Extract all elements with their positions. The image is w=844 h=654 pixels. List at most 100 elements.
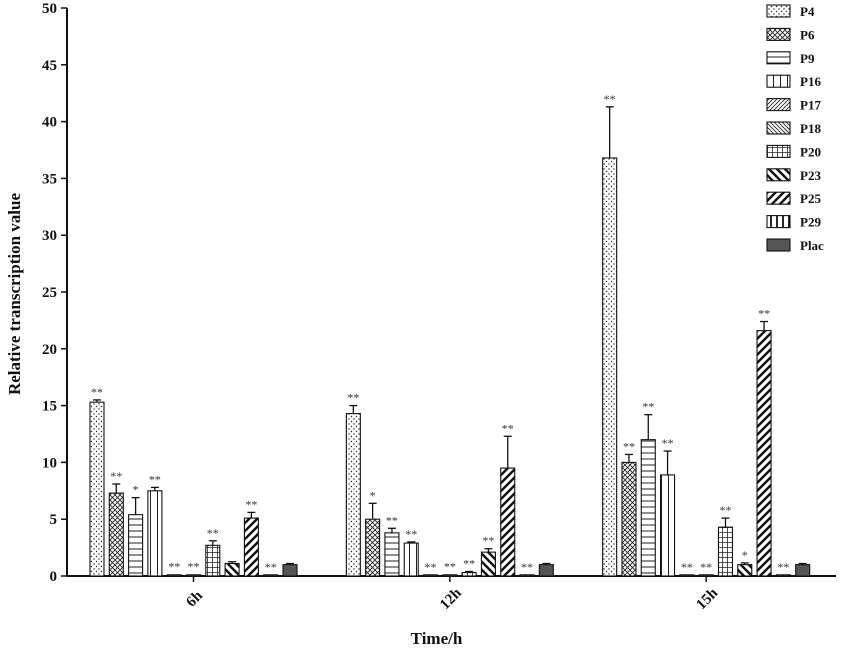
sig-label-P4-6h: **: [91, 385, 103, 399]
legend-item-P18: P18: [766, 121, 821, 136]
bar-P4-12h: [345, 413, 361, 577]
legend-item-P17: P17: [766, 98, 821, 113]
sig-label-P20-12h: **: [463, 556, 475, 570]
y-tick-label: 10: [42, 455, 57, 471]
legend-label-P16: P16: [800, 74, 821, 89]
sig-label-P18-12h: **: [444, 559, 456, 573]
bar-P23-15h: [737, 564, 753, 577]
y-tick-label: 20: [42, 342, 57, 358]
bar-P6-6h: [108, 492, 124, 577]
bar-P4-15h: [602, 157, 618, 577]
bar-P17-12h: [422, 574, 439, 577]
sig-label-P4-12h: **: [347, 391, 359, 405]
sig-label-P29-6h: **: [265, 560, 277, 574]
legend-item-P25: P25: [766, 191, 821, 206]
x-axis-title: Time/h: [411, 629, 463, 648]
bar-P18-12h: [442, 574, 458, 577]
legend-label-P29: P29: [800, 215, 821, 230]
legend-label-P25: P25: [800, 191, 821, 206]
sig-label-P16-12h: **: [405, 527, 417, 541]
bar-P20-15h: [717, 526, 734, 577]
y-tick-label: 30: [42, 228, 57, 244]
legend-swatch-Plac: [766, 238, 791, 252]
y-tick-label: 5: [50, 512, 58, 528]
sig-label-P9-15h: **: [642, 400, 654, 414]
sig-label-P23-12h: **: [482, 534, 494, 548]
legend-swatch-P9: [766, 51, 791, 65]
sig-label-P25-15h: **: [758, 307, 770, 321]
bar-P18-15h: [698, 574, 714, 577]
legend-item-P23: P23: [766, 168, 821, 183]
legend: P4 P6 P9 P16 P17 P18 P20 P23 P25 P29 Plac: [766, 4, 824, 253]
bar-P23-6h: [224, 562, 240, 577]
bar-P20-6h: [205, 544, 221, 577]
sig-label-P16-6h: **: [149, 472, 161, 486]
legend-swatch-P6: [766, 27, 791, 41]
bar-Plac-6h: [282, 564, 298, 577]
bar-P29-12h: [519, 574, 535, 577]
x-tick-label-15h: 15h: [693, 585, 721, 613]
legend-item-P9: P9: [766, 51, 815, 66]
legend-label-Plac: Plac: [800, 238, 824, 253]
sig-label-P16-15h: **: [662, 436, 674, 450]
y-axis-title: Relative transcription value: [5, 193, 24, 396]
sig-label-P18-15h: **: [700, 560, 712, 574]
legend-label-P6: P6: [800, 27, 815, 42]
bar-P23-12h: [480, 551, 496, 577]
legend-swatch-P20: [766, 144, 791, 158]
y-tick-label: 40: [42, 115, 57, 131]
sig-label-P4-15h: **: [604, 92, 616, 106]
bar-P4-6h: [89, 401, 105, 577]
bar-P18-6h: [185, 574, 202, 577]
bar-P25-15h: [756, 330, 772, 577]
bar-P6-12h: [365, 518, 381, 577]
sig-label-P9-6h: *: [133, 483, 139, 497]
legend-item-Plac: Plac: [766, 238, 824, 253]
legend-swatch-P18: [766, 121, 791, 135]
legend-swatch-P4: [766, 4, 791, 18]
bar-P9-6h: [128, 514, 144, 577]
legend-label-P23: P23: [800, 168, 821, 183]
y-tick-label: 25: [42, 285, 57, 301]
sig-label-P9-12h: **: [386, 513, 398, 527]
x-tick-label-6h: 6h: [183, 587, 206, 610]
bar-P25-6h: [243, 517, 259, 577]
sig-label-P20-15h: **: [719, 503, 731, 517]
bar-Plac-15h: [795, 564, 811, 577]
legend-label-P17: P17: [800, 98, 821, 113]
legend-label-P4: P4: [800, 4, 815, 19]
y-tick-label: 15: [42, 399, 57, 415]
y-tick-label: 45: [42, 58, 57, 74]
legend-label-P18: P18: [800, 121, 821, 136]
bar-P25-12h: [500, 467, 516, 577]
sig-label-P25-6h: **: [245, 497, 257, 511]
legend-swatch-P29: [766, 215, 791, 229]
legend-swatch-P16: [766, 74, 791, 88]
sig-label-P18-6h: **: [188, 559, 200, 573]
bar-P29-6h: [263, 574, 279, 577]
sig-label-P25-12h: **: [502, 421, 514, 435]
sig-label-P17-6h: **: [168, 559, 180, 573]
sig-label-P23-15h: *: [742, 548, 748, 562]
legend-label-P9: P9: [800, 51, 815, 66]
bar-P16-12h: [403, 542, 419, 577]
bar-P29-15h: [775, 574, 791, 577]
sig-label-P17-15h: **: [681, 560, 693, 574]
sig-label-P6-15h: **: [623, 439, 635, 453]
bar-P16-6h: [147, 490, 163, 577]
bar-P9-15h: [640, 439, 656, 577]
sig-label-P29-12h: **: [521, 560, 533, 574]
bar-P16-15h: [660, 474, 676, 577]
legend-swatch-P17: [766, 98, 791, 112]
bar-P6-15h: [621, 461, 637, 577]
legend-swatch-P25: [766, 191, 791, 205]
sig-label-P29-15h: **: [777, 560, 789, 574]
y-tick-label: 50: [42, 1, 57, 17]
sig-label-P6-12h: *: [370, 488, 376, 502]
y-tick-label: 0: [50, 569, 58, 585]
y-tick-label: 35: [42, 171, 57, 187]
bar-P20-12h: [461, 572, 477, 577]
legend-item-P4: P4: [766, 4, 815, 19]
legend-item-P29: P29: [766, 215, 821, 230]
